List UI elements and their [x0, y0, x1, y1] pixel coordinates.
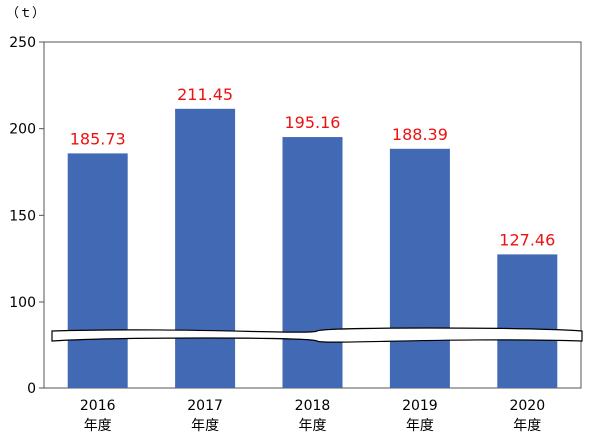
bar — [497, 254, 558, 388]
bar — [175, 108, 236, 388]
x-tick-label-year: 2016 — [80, 398, 116, 414]
y-unit-label: （ｔ） — [6, 6, 46, 21]
y-tick-label: 250 — [9, 35, 36, 51]
bar — [389, 148, 450, 388]
y-tick-label: 0 — [27, 381, 36, 397]
data-label: 185.73 — [70, 129, 126, 148]
x-tick-label-suffix: 年度 — [299, 418, 327, 434]
data-label: 195.16 — [285, 113, 341, 132]
x-tick-label-suffix: 年度 — [513, 418, 541, 434]
bar — [282, 137, 343, 388]
data-label: 127.46 — [499, 230, 555, 249]
y-tick-label: 200 — [9, 122, 36, 138]
x-tick-label-year: 2019 — [402, 398, 438, 414]
x-tick-label-suffix: 年度 — [191, 418, 219, 434]
y-tick-label: 100 — [9, 295, 36, 311]
x-tick-label-year: 2018 — [295, 398, 331, 414]
data-label: 211.45 — [177, 85, 233, 104]
x-tick-label-suffix: 年度 — [84, 418, 112, 434]
x-tick-label-year: 2020 — [509, 398, 545, 414]
x-tick-label-suffix: 年度 — [406, 418, 434, 434]
data-label: 188.39 — [392, 125, 448, 144]
bar — [67, 153, 128, 388]
y-tick-label: 150 — [9, 208, 36, 224]
x-tick-label-year: 2017 — [187, 398, 223, 414]
axis-break-band — [51, 327, 583, 343]
